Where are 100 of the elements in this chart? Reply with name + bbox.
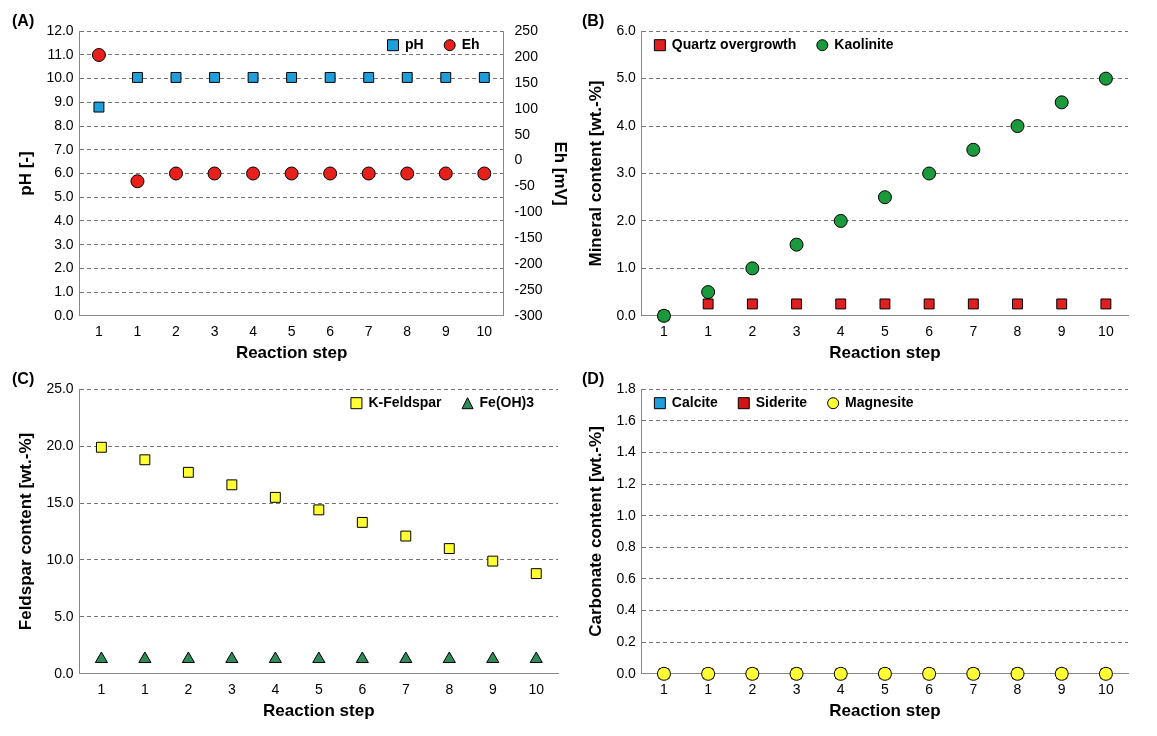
point <box>169 166 183 181</box>
point <box>1056 298 1068 310</box>
legend-label: K-Feldspar <box>368 394 443 411</box>
x-tick-label: 10 <box>1098 323 1114 340</box>
x-tick-label: 7 <box>969 323 978 340</box>
x-tick-label: 4 <box>271 681 280 698</box>
y2-axis-title: Eh [mV] <box>551 141 571 206</box>
y-axis-title: Carbonate content [wt.-%] <box>585 426 605 637</box>
y-tick-label: 1.0 <box>54 282 74 299</box>
x-tick-label: 2 <box>748 323 757 340</box>
point <box>1098 71 1113 86</box>
chart-title: (D) <box>582 370 605 388</box>
y-axis-title: pH [-] <box>15 151 35 196</box>
x-tick-label: 3 <box>792 681 801 698</box>
y-axis-title: Mineral content [wt.-%] <box>585 80 605 267</box>
point <box>181 651 195 663</box>
y-tick-label: 6.0 <box>616 22 637 39</box>
y-tick-label: 8.0 <box>54 116 74 133</box>
y-tick-label: 0.6 <box>616 569 637 586</box>
x-tick-label: 6 <box>925 323 934 340</box>
point <box>400 166 415 181</box>
point <box>91 48 106 62</box>
y-tick-label: 5.0 <box>616 69 637 86</box>
legend-label: Siderite <box>755 394 808 411</box>
point <box>323 166 338 181</box>
point <box>361 166 376 181</box>
y-tick-label: 20.0 <box>46 436 74 453</box>
point <box>400 530 412 542</box>
y2-tick-label: -200 <box>514 254 543 271</box>
x-tick-label: 10 <box>476 323 493 340</box>
x-tick-label: 4 <box>836 323 845 340</box>
x-tick-label: 6 <box>326 323 335 340</box>
y-tick-label: 25.0 <box>46 380 74 397</box>
point <box>486 651 500 663</box>
point <box>268 651 282 663</box>
y-tick-label: 0.2 <box>616 633 637 650</box>
x-tick-label: 1 <box>133 323 142 340</box>
x-tick-label: 4 <box>836 681 845 698</box>
y-tick-label: 10.0 <box>46 69 74 86</box>
point <box>477 166 492 181</box>
point <box>835 298 847 310</box>
x-tick-label: 10 <box>528 681 545 698</box>
point <box>284 166 299 181</box>
legend-label: pH <box>405 36 424 53</box>
point <box>207 166 222 181</box>
y-tick-label: 1.2 <box>616 474 637 491</box>
x-axis-title: Reaction step <box>829 343 941 363</box>
y2-tick-label: 100 <box>514 99 539 116</box>
y-tick-label: 7.0 <box>54 140 74 157</box>
x-tick-label: 2 <box>184 681 193 698</box>
x-tick-label: 5 <box>287 323 296 340</box>
chart-title: (B) <box>582 12 605 30</box>
y-tick-label: 1.0 <box>616 506 637 523</box>
y-tick-label: 10.0 <box>46 550 74 567</box>
chart-title: (A) <box>12 12 35 30</box>
point <box>966 142 981 157</box>
y2-tick-label: -50 <box>514 177 536 194</box>
point <box>94 651 108 663</box>
y-tick-label: 0.8 <box>616 538 637 555</box>
y-axis-title: Feldspar content [wt.-%] <box>15 432 35 631</box>
y-tick-label: 1.8 <box>616 380 637 397</box>
y-tick-label: 0.0 <box>616 306 637 323</box>
point <box>922 166 937 181</box>
y-tick-label: 11.0 <box>47 45 74 62</box>
x-tick-label: 6 <box>358 681 367 698</box>
point <box>312 651 326 663</box>
y2-tick-label: 50 <box>514 125 531 142</box>
point <box>1010 119 1025 134</box>
y2-tick-label: -150 <box>514 229 543 246</box>
y-tick-label: 1.6 <box>616 411 637 428</box>
point <box>313 504 325 516</box>
point <box>356 516 368 528</box>
x-axis-title: Reaction step <box>263 701 375 721</box>
x-tick-label: 6 <box>925 681 934 698</box>
point <box>702 298 714 310</box>
point <box>138 651 152 663</box>
point <box>443 543 455 555</box>
x-axis-title: Reaction step <box>829 701 941 721</box>
point <box>130 174 145 189</box>
x-tick-label: 9 <box>488 681 497 698</box>
chart-title: (C) <box>12 370 35 388</box>
x-tick-label: 3 <box>792 323 801 340</box>
point <box>182 466 194 478</box>
point <box>442 651 456 663</box>
point <box>877 190 892 205</box>
legend-label: Kaolinite <box>834 36 894 53</box>
y-tick-label: 15.0 <box>46 493 74 510</box>
point <box>879 298 891 310</box>
x-tick-label: 8 <box>1013 681 1022 698</box>
y-tick-label: 6.0 <box>54 164 74 181</box>
legend-label: Eh <box>461 36 480 53</box>
legend-label: Magnesite <box>845 394 914 411</box>
point <box>791 298 802 310</box>
y-tick-label: 0.0 <box>54 306 74 323</box>
x-tick-label: 9 <box>1057 681 1066 698</box>
x-tick-label: 1 <box>704 681 713 698</box>
point <box>225 651 239 663</box>
x-tick-label: 1 <box>660 681 669 698</box>
y-tick-label: 9.0 <box>54 93 74 110</box>
x-tick-label: 9 <box>441 323 450 340</box>
